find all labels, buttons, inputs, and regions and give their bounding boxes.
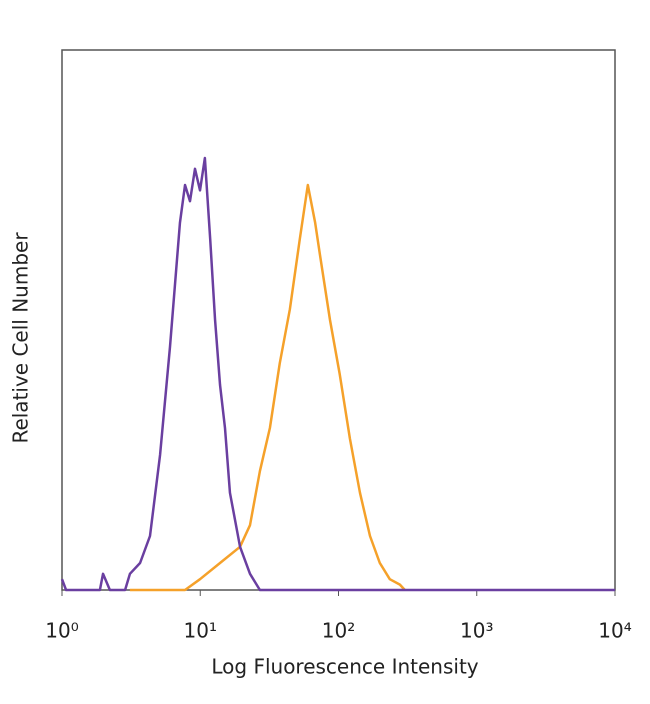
x-tick-label: 10¹ [184, 619, 217, 643]
x-tick-label: 10² [322, 619, 355, 643]
x-tick-label: 10⁴ [598, 619, 631, 643]
x-tick-label: 10⁰ [45, 619, 78, 643]
histogram-line [129, 183, 406, 592]
x-tick-label: 10³ [460, 619, 493, 643]
histogram-line [60, 156, 615, 592]
y-axis-label: Relative Cell Number [9, 232, 33, 444]
plot-frame [61, 49, 616, 591]
x-axis-label: Log Fluorescence Intensity [211, 655, 478, 679]
